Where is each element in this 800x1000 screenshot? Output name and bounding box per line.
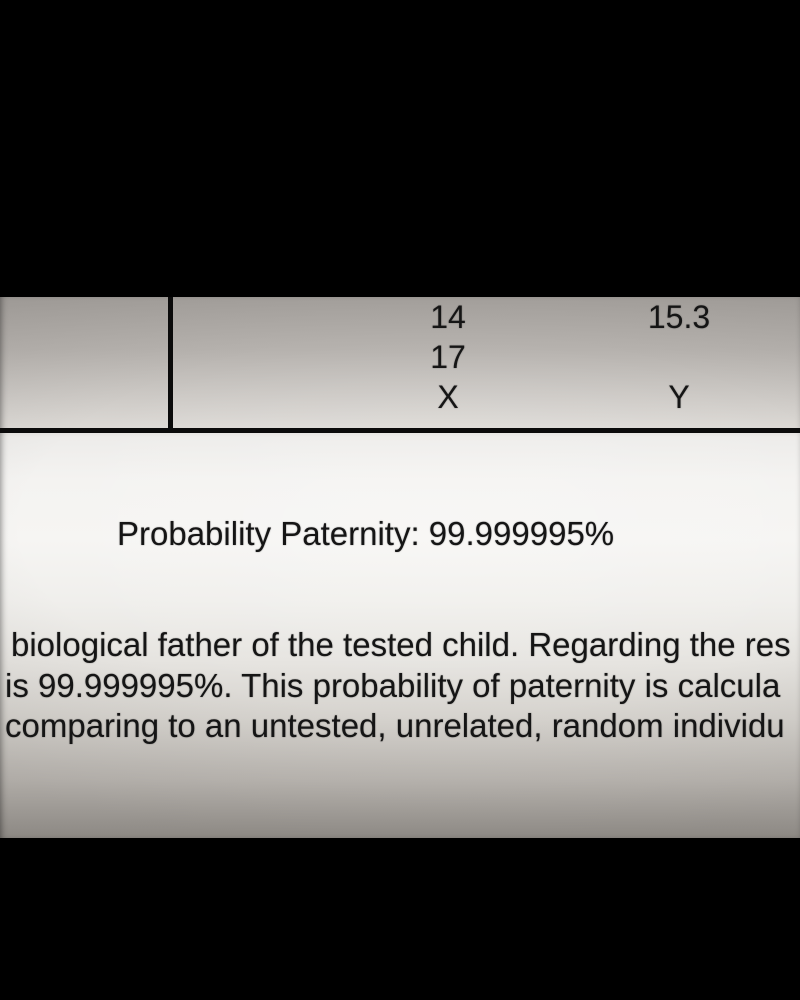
table-cell: Y: [668, 379, 690, 415]
paragraph-line: comparing to an untested, unrelated, ran…: [5, 707, 785, 745]
paragraph-line: is 99.999995%. This probability of pater…: [5, 666, 781, 704]
table-column-divider: [168, 297, 173, 433]
table-cell: 15.3: [647, 299, 711, 335]
probability-heading: Probability Paternity: 99.999995%: [117, 515, 615, 552]
table-cell: X: [437, 379, 459, 415]
table-cell: 14: [430, 299, 466, 335]
report-document: 14 17 X 15.3 Y Probability Paternity: 99…: [0, 297, 800, 838]
table-column-alleles-1: 14 17 X: [348, 297, 548, 417]
table-bottom-border: [0, 428, 800, 433]
letterbox-bottom: [0, 838, 800, 1000]
table-cell: 17: [430, 339, 466, 375]
table-column-alleles-2: 15.3 Y: [579, 297, 779, 417]
table-cell: [579, 337, 779, 377]
conclusion-paragraph: biological father of the tested child. R…: [5, 625, 791, 747]
letterbox-top: [0, 0, 800, 297]
paragraph-line: biological father of the tested child. R…: [11, 626, 791, 663]
